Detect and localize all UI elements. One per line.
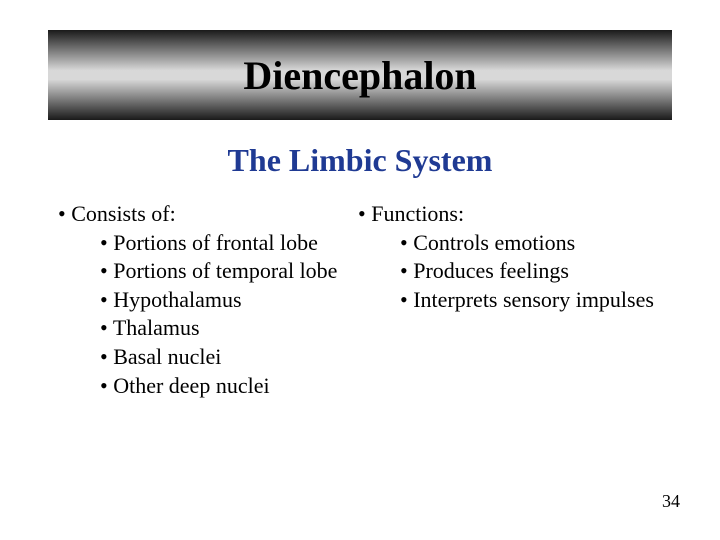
slide: Diencephalon The Limbic System • Consist…	[0, 0, 720, 540]
left-heading: • Consists of:	[58, 200, 358, 229]
list-item-text: Controls emotions	[413, 230, 575, 255]
slide-title: Diencephalon	[243, 52, 476, 99]
right-heading: • Functions:	[358, 200, 678, 229]
list-item: • Portions of temporal lobe	[58, 257, 358, 286]
bullet-icon: •	[58, 200, 66, 229]
list-item-text: Basal nuclei	[113, 344, 221, 369]
list-item-text: Other deep nuclei	[113, 373, 269, 398]
list-item: • Hypothalamus	[58, 286, 358, 315]
bullet-icon: •	[400, 286, 408, 315]
right-heading-text: Functions:	[371, 201, 464, 226]
content-columns: • Consists of: • Portions of frontal lob…	[58, 200, 678, 400]
list-item: • Other deep nuclei	[58, 372, 358, 401]
left-heading-text: Consists of:	[71, 201, 176, 226]
list-item: • Portions of frontal lobe	[58, 229, 358, 258]
bullet-icon: •	[100, 372, 108, 401]
bullet-icon: •	[100, 257, 108, 286]
bullet-icon: •	[358, 200, 366, 229]
list-item: • Thalamus	[58, 314, 358, 343]
list-item-text: Produces feelings	[413, 258, 569, 283]
bullet-icon: •	[100, 343, 108, 372]
list-item: • Interprets sensory impulses	[358, 286, 678, 315]
list-item: • Produces feelings	[358, 257, 678, 286]
list-item-text: Portions of frontal lobe	[113, 230, 318, 255]
list-item-text: Interprets sensory impulses	[413, 287, 654, 312]
slide-subtitle: The Limbic System	[0, 142, 720, 179]
bullet-icon: •	[100, 229, 108, 258]
list-item-text: Hypothalamus	[113, 287, 241, 312]
bullet-icon: •	[400, 229, 408, 258]
list-item: • Controls emotions	[358, 229, 678, 258]
list-item: • Basal nuclei	[58, 343, 358, 372]
bullet-icon: •	[100, 286, 108, 315]
list-item-text: Thalamus	[113, 315, 200, 340]
bullet-icon: •	[100, 314, 108, 343]
bullet-icon: •	[400, 257, 408, 286]
page-number: 34	[662, 491, 680, 512]
title-banner: Diencephalon	[48, 30, 672, 120]
left-column: • Consists of: • Portions of frontal lob…	[58, 200, 358, 400]
right-column: • Functions: • Controls emotions • Produ…	[358, 200, 678, 400]
list-item-text: Portions of temporal lobe	[113, 258, 337, 283]
